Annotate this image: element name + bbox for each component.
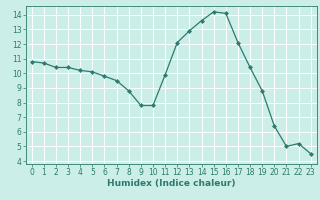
X-axis label: Humidex (Indice chaleur): Humidex (Indice chaleur)	[107, 179, 236, 188]
